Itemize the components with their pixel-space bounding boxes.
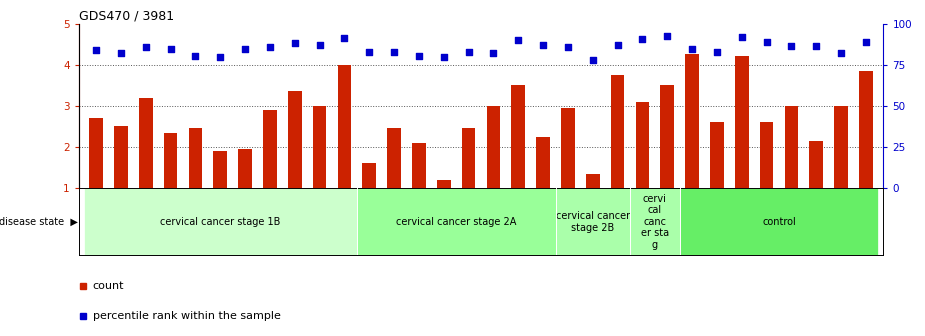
Bar — [561, 108, 574, 188]
Point — [362, 50, 376, 55]
Point — [188, 53, 203, 58]
Point — [858, 39, 873, 45]
Point — [784, 43, 799, 49]
Bar — [263, 110, 277, 188]
Point — [561, 45, 575, 50]
Point — [114, 50, 129, 56]
Point — [89, 48, 104, 53]
Point — [139, 45, 154, 50]
Bar — [83, 188, 357, 255]
Point — [486, 50, 500, 56]
Point — [635, 37, 650, 42]
Point — [684, 46, 699, 52]
Bar — [680, 188, 879, 255]
Bar — [556, 188, 630, 255]
Bar — [784, 106, 798, 188]
Point — [833, 50, 848, 56]
Bar — [363, 164, 376, 188]
Point — [808, 43, 824, 49]
Bar — [635, 102, 649, 188]
Point — [660, 33, 674, 39]
Point — [536, 42, 550, 48]
Point — [163, 46, 178, 52]
Point — [387, 50, 401, 55]
Bar — [338, 65, 352, 188]
Point — [462, 49, 476, 54]
Point — [238, 46, 253, 52]
Bar — [487, 106, 500, 188]
Text: cervical cancer stage 2A: cervical cancer stage 2A — [396, 217, 516, 227]
Text: cervical cancer
stage 2B: cervical cancer stage 2B — [556, 211, 630, 233]
Point — [312, 42, 327, 48]
Text: cervi
cal
canc
er sta
g: cervi cal canc er sta g — [641, 194, 669, 250]
Point — [337, 35, 352, 41]
Bar — [388, 128, 401, 188]
Bar — [759, 122, 773, 188]
Point — [586, 57, 600, 62]
Text: GDS470 / 3981: GDS470 / 3981 — [79, 9, 174, 23]
Bar — [313, 106, 327, 188]
Bar — [89, 118, 103, 188]
Bar — [610, 75, 624, 188]
Bar — [809, 141, 823, 188]
Point — [511, 37, 525, 43]
Bar — [139, 98, 153, 188]
Bar — [114, 126, 128, 188]
Bar — [239, 149, 252, 188]
Point — [437, 54, 451, 60]
Point — [759, 39, 774, 45]
Bar — [288, 91, 302, 188]
Bar — [512, 85, 525, 188]
Point — [734, 34, 749, 39]
Bar — [630, 188, 680, 255]
Bar — [586, 174, 599, 188]
Bar — [735, 56, 748, 188]
Text: percentile rank within the sample: percentile rank within the sample — [92, 311, 280, 321]
Bar — [710, 122, 723, 188]
Bar — [189, 128, 203, 188]
Bar — [536, 137, 550, 188]
Text: disease state  ▶: disease state ▶ — [0, 217, 78, 227]
Bar — [214, 151, 227, 188]
Text: control: control — [762, 217, 796, 227]
Bar — [437, 180, 450, 188]
Text: count: count — [92, 281, 124, 291]
Text: cervical cancer stage 1B: cervical cancer stage 1B — [160, 217, 280, 227]
Bar — [412, 143, 426, 188]
Bar — [834, 106, 848, 188]
Point — [263, 45, 278, 50]
Point — [213, 54, 228, 60]
Bar — [685, 54, 699, 188]
Bar — [660, 85, 674, 188]
Point — [288, 41, 302, 46]
Bar — [357, 188, 556, 255]
Point — [610, 42, 625, 48]
Bar — [859, 71, 873, 188]
Point — [412, 53, 426, 58]
Point — [709, 50, 724, 55]
Bar — [462, 128, 475, 188]
Bar — [164, 133, 178, 188]
